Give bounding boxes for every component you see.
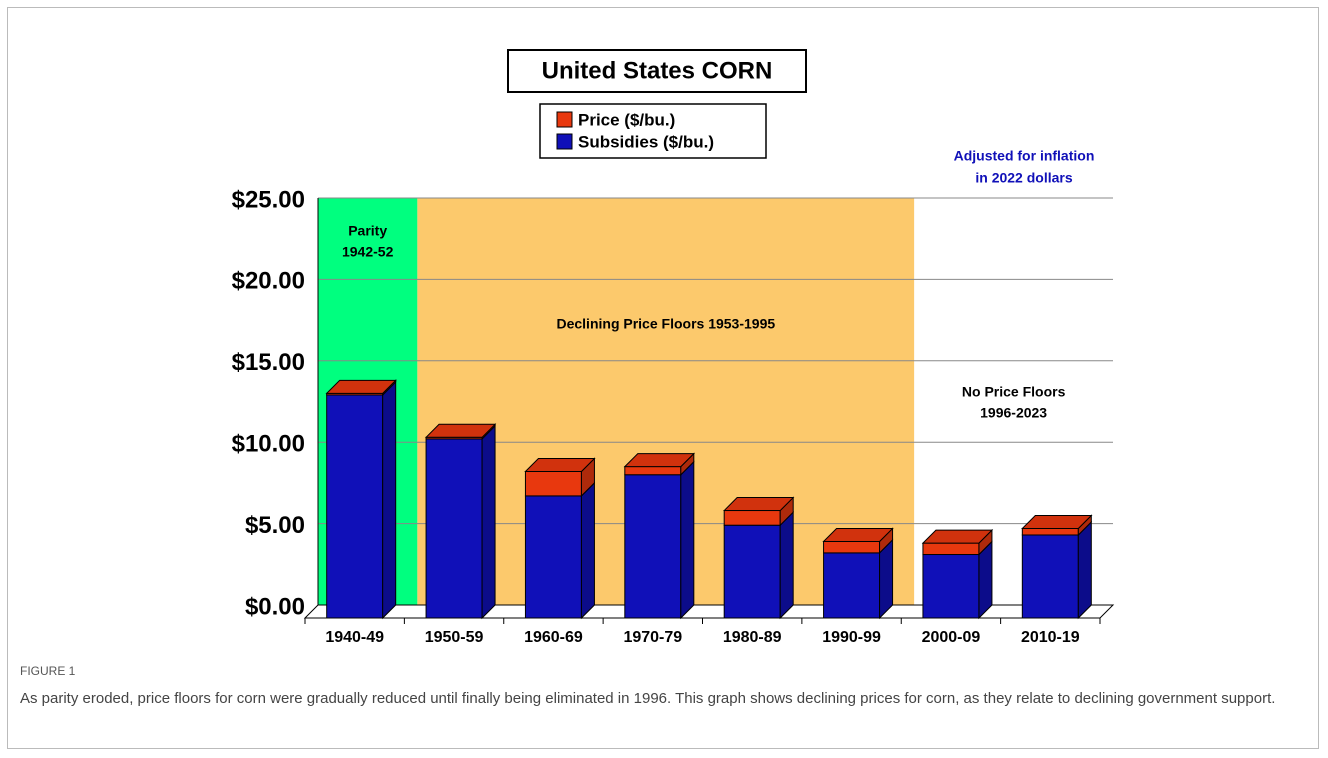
x-tick-label: 2010-19 xyxy=(1021,629,1080,646)
figure-frame xyxy=(7,7,1319,749)
bar-front xyxy=(1021,527,1079,536)
bar-front xyxy=(524,470,582,497)
bar-front xyxy=(723,510,781,526)
bar-side xyxy=(382,380,397,620)
chart: United States CORN Parity 1942-52 Declinin… xyxy=(232,49,1115,646)
bar-top xyxy=(524,457,596,472)
y-tick-label: $0.00 xyxy=(245,593,305,620)
caption-label: FIGURE 1 xyxy=(20,664,76,678)
legend-swatch xyxy=(556,133,573,150)
bar-front xyxy=(524,495,582,619)
bar-front xyxy=(624,466,682,476)
bar-top xyxy=(325,379,397,394)
bar-top xyxy=(921,529,994,544)
bar-side xyxy=(481,424,496,620)
region-label: 1942-52 xyxy=(342,244,394,260)
region-label: 1996-2023 xyxy=(980,405,1047,421)
x-tick-label: 1980-89 xyxy=(723,629,782,646)
legend-swatch xyxy=(556,111,573,128)
y-tick-label: $5.00 xyxy=(245,512,305,539)
bar-front xyxy=(326,394,384,619)
x-tick-label: 1950-59 xyxy=(425,629,484,646)
bar-side xyxy=(680,460,695,620)
bar-top xyxy=(722,497,795,512)
legend-box xyxy=(539,103,767,159)
bar-front xyxy=(1021,534,1079,619)
bar-front xyxy=(922,554,980,619)
y-tick-label: $15.00 xyxy=(232,349,305,376)
bar-top xyxy=(623,453,696,468)
bar-front xyxy=(425,438,483,619)
title-box xyxy=(507,49,807,93)
legend-label: Price ($/bu.) xyxy=(578,110,675,129)
bar-side xyxy=(1077,520,1092,620)
y-tick-label: $10.00 xyxy=(232,431,305,458)
y-tick-label: $20.00 xyxy=(232,268,305,295)
bar-top xyxy=(424,423,497,438)
y-tick-label: $25.00 xyxy=(232,186,305,213)
bar-top xyxy=(1021,514,1093,529)
x-tick-label: 1990-99 xyxy=(822,629,881,646)
legend-label: Subsidies ($/bu.) xyxy=(578,132,714,151)
bar-front xyxy=(922,542,980,556)
bar-side xyxy=(779,510,794,620)
bar-top xyxy=(822,527,894,542)
bar-front xyxy=(823,552,881,619)
bar-front xyxy=(723,524,781,619)
region-label: No Price Floors xyxy=(962,384,1066,400)
bar-front xyxy=(624,474,682,619)
region-label: Parity xyxy=(348,223,387,239)
note: in 2022 dollars xyxy=(975,170,1072,186)
x-tick-label: 1970-79 xyxy=(623,629,682,646)
chart-title: United States CORN xyxy=(542,57,773,84)
region-label: Declining Price Floors 1953-1995 xyxy=(556,316,775,332)
bar-front xyxy=(823,540,881,554)
caption-text: As parity eroded, price floors for corn … xyxy=(20,690,1276,707)
x-tick-label: 1940-49 xyxy=(325,629,384,646)
bar-side xyxy=(580,481,595,620)
note: Adjusted for inflation xyxy=(954,148,1095,164)
x-tick-label: 1960-69 xyxy=(524,629,583,646)
x-tick-label: 2000-09 xyxy=(922,629,981,646)
